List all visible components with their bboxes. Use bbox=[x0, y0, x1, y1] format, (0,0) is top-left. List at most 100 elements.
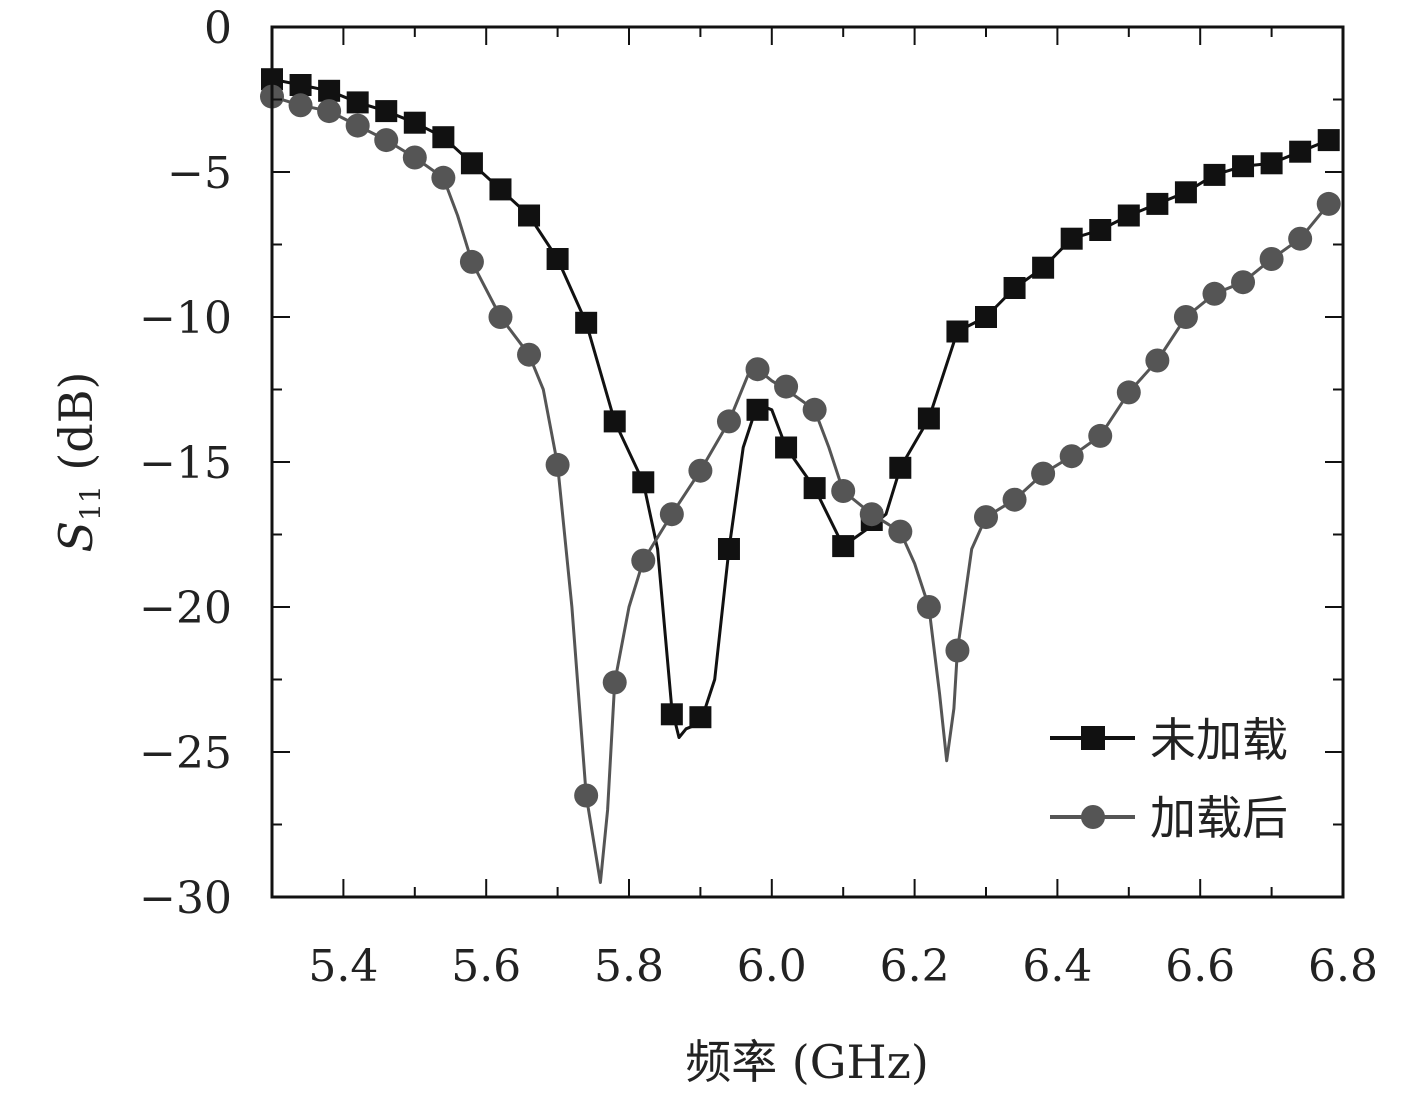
y-tick-label: −15 bbox=[139, 438, 232, 489]
data-point-square bbox=[1174, 181, 1197, 204]
x-tick-label: 6.8 bbox=[1308, 941, 1378, 992]
data-point-circle bbox=[802, 397, 827, 422]
data-point-circle bbox=[1316, 191, 1341, 216]
data-point-square bbox=[1146, 192, 1169, 215]
x-axis-title: 频率 (GHz) bbox=[685, 1035, 929, 1089]
data-point-circle bbox=[688, 458, 713, 483]
plot-area bbox=[260, 68, 1341, 884]
data-point-circle bbox=[1002, 487, 1027, 512]
x-tick-label: 5.4 bbox=[308, 941, 378, 992]
data-point-circle bbox=[374, 128, 399, 153]
y-axis-unit: (dB) bbox=[49, 372, 103, 486]
x-tick-label: 6.2 bbox=[880, 941, 950, 992]
data-point-square bbox=[975, 306, 997, 328]
data-point-circle bbox=[1088, 423, 1113, 448]
data-point-square bbox=[1317, 129, 1340, 152]
data-point-circle bbox=[459, 249, 484, 274]
data-point-circle bbox=[1288, 226, 1313, 251]
data-point-circle bbox=[631, 548, 656, 573]
data-point-circle bbox=[1259, 247, 1284, 271]
data-point-square bbox=[346, 91, 369, 114]
data-point-circle bbox=[1031, 461, 1056, 486]
data-point-square bbox=[689, 706, 712, 729]
data-point-square bbox=[1232, 155, 1255, 178]
data-point-circle bbox=[1116, 380, 1141, 405]
y-tick-label: −5 bbox=[167, 148, 232, 199]
data-point-circle bbox=[774, 374, 799, 399]
data-point-circle bbox=[1145, 348, 1170, 373]
data-point-circle bbox=[488, 305, 513, 329]
data-point-square bbox=[489, 178, 512, 201]
data-point-circle bbox=[945, 638, 970, 663]
legend-label-unloaded: 未加载 bbox=[1150, 713, 1288, 767]
data-point-square bbox=[575, 311, 598, 334]
data-point-square bbox=[1260, 152, 1283, 175]
data-point-circle bbox=[831, 479, 856, 503]
x-tick-label: 5.6 bbox=[451, 941, 521, 992]
data-point-square bbox=[632, 471, 655, 494]
data-point-circle bbox=[317, 99, 342, 124]
data-point-circle bbox=[1173, 305, 1198, 329]
series-line-0 bbox=[271, 77, 1330, 739]
data-point-circle bbox=[659, 502, 684, 527]
data-point-circle bbox=[431, 165, 456, 190]
data-point-circle bbox=[916, 595, 941, 619]
y-tick-label: −30 bbox=[139, 873, 232, 924]
data-point-square bbox=[717, 538, 740, 560]
data-point-circle bbox=[402, 145, 427, 170]
legend-entry-unloaded: 未加载 bbox=[1050, 713, 1288, 767]
data-point-square bbox=[403, 111, 426, 134]
data-point-square bbox=[917, 407, 940, 430]
x-tick-label: 5.8 bbox=[594, 941, 664, 992]
y-tick-label: −25 bbox=[139, 728, 232, 779]
data-point-circle bbox=[745, 357, 770, 382]
data-point-square bbox=[660, 703, 683, 726]
data-point-square bbox=[375, 100, 398, 123]
data-point-square bbox=[460, 152, 483, 175]
y-axis-symbol: S bbox=[49, 521, 103, 553]
data-point-square bbox=[318, 79, 341, 102]
x-tick-label: 6.0 bbox=[737, 941, 807, 992]
axis-ticks: 5.4 5.6 5.8 6.0 6.2 6.4 6.6 6.8 0 −5 −10 −15 −20 −25 −… bbox=[139, 3, 1378, 992]
data-point-square bbox=[946, 320, 969, 343]
data-point-circle bbox=[1231, 270, 1256, 295]
data-point-square bbox=[803, 477, 826, 500]
legend-marker-unloaded bbox=[1081, 726, 1105, 750]
data-point-circle bbox=[602, 670, 627, 695]
x-tick-label: 6.4 bbox=[1022, 941, 1092, 992]
data-point-square bbox=[546, 248, 569, 270]
data-point-circle bbox=[1202, 281, 1227, 306]
data-point-square bbox=[432, 126, 455, 149]
data-point-square bbox=[1003, 277, 1026, 299]
data-point-circle bbox=[888, 519, 913, 544]
data-point-square bbox=[775, 436, 798, 459]
data-point-square bbox=[1203, 163, 1226, 186]
legend: 未加载 加载后 bbox=[1050, 713, 1288, 845]
y-tick-label: −20 bbox=[139, 583, 232, 634]
data-point-circle bbox=[974, 505, 998, 530]
y-axis-subscript: 11 bbox=[74, 485, 107, 521]
data-point-square bbox=[1117, 204, 1140, 227]
data-point-circle bbox=[517, 342, 542, 367]
legend-entry-loaded: 加载后 bbox=[1050, 791, 1288, 845]
data-point-circle bbox=[859, 502, 884, 527]
data-point-square bbox=[746, 398, 769, 421]
data-point-square bbox=[518, 204, 541, 227]
data-point-square bbox=[1089, 219, 1112, 241]
data-point-square bbox=[1060, 227, 1083, 250]
data-point-circle bbox=[345, 113, 370, 138]
x-tick-label: 6.6 bbox=[1165, 941, 1235, 992]
data-point-circle bbox=[716, 409, 741, 434]
legend-marker-loaded bbox=[1081, 805, 1105, 829]
legend-label-loaded: 加载后 bbox=[1150, 791, 1288, 845]
data-point-square bbox=[1032, 256, 1055, 279]
y-tick-label: −10 bbox=[139, 293, 232, 344]
data-point-square bbox=[603, 410, 626, 433]
data-point-square bbox=[289, 74, 312, 96]
data-point-square bbox=[832, 535, 855, 558]
y-tick-label: 0 bbox=[204, 3, 232, 54]
data-point-circle bbox=[1059, 444, 1084, 469]
data-point-square bbox=[1289, 140, 1312, 163]
data-point-circle bbox=[288, 93, 313, 118]
